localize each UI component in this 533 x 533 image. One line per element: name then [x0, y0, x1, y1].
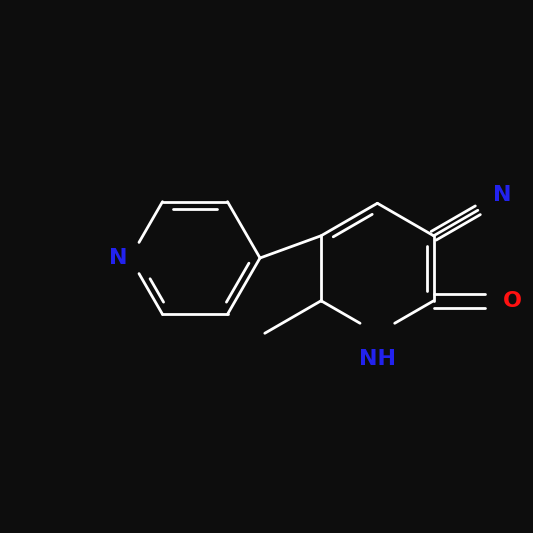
- Text: NH: NH: [359, 349, 396, 369]
- Text: O: O: [503, 291, 522, 311]
- Text: N: N: [109, 248, 127, 268]
- Text: N: N: [492, 185, 511, 205]
